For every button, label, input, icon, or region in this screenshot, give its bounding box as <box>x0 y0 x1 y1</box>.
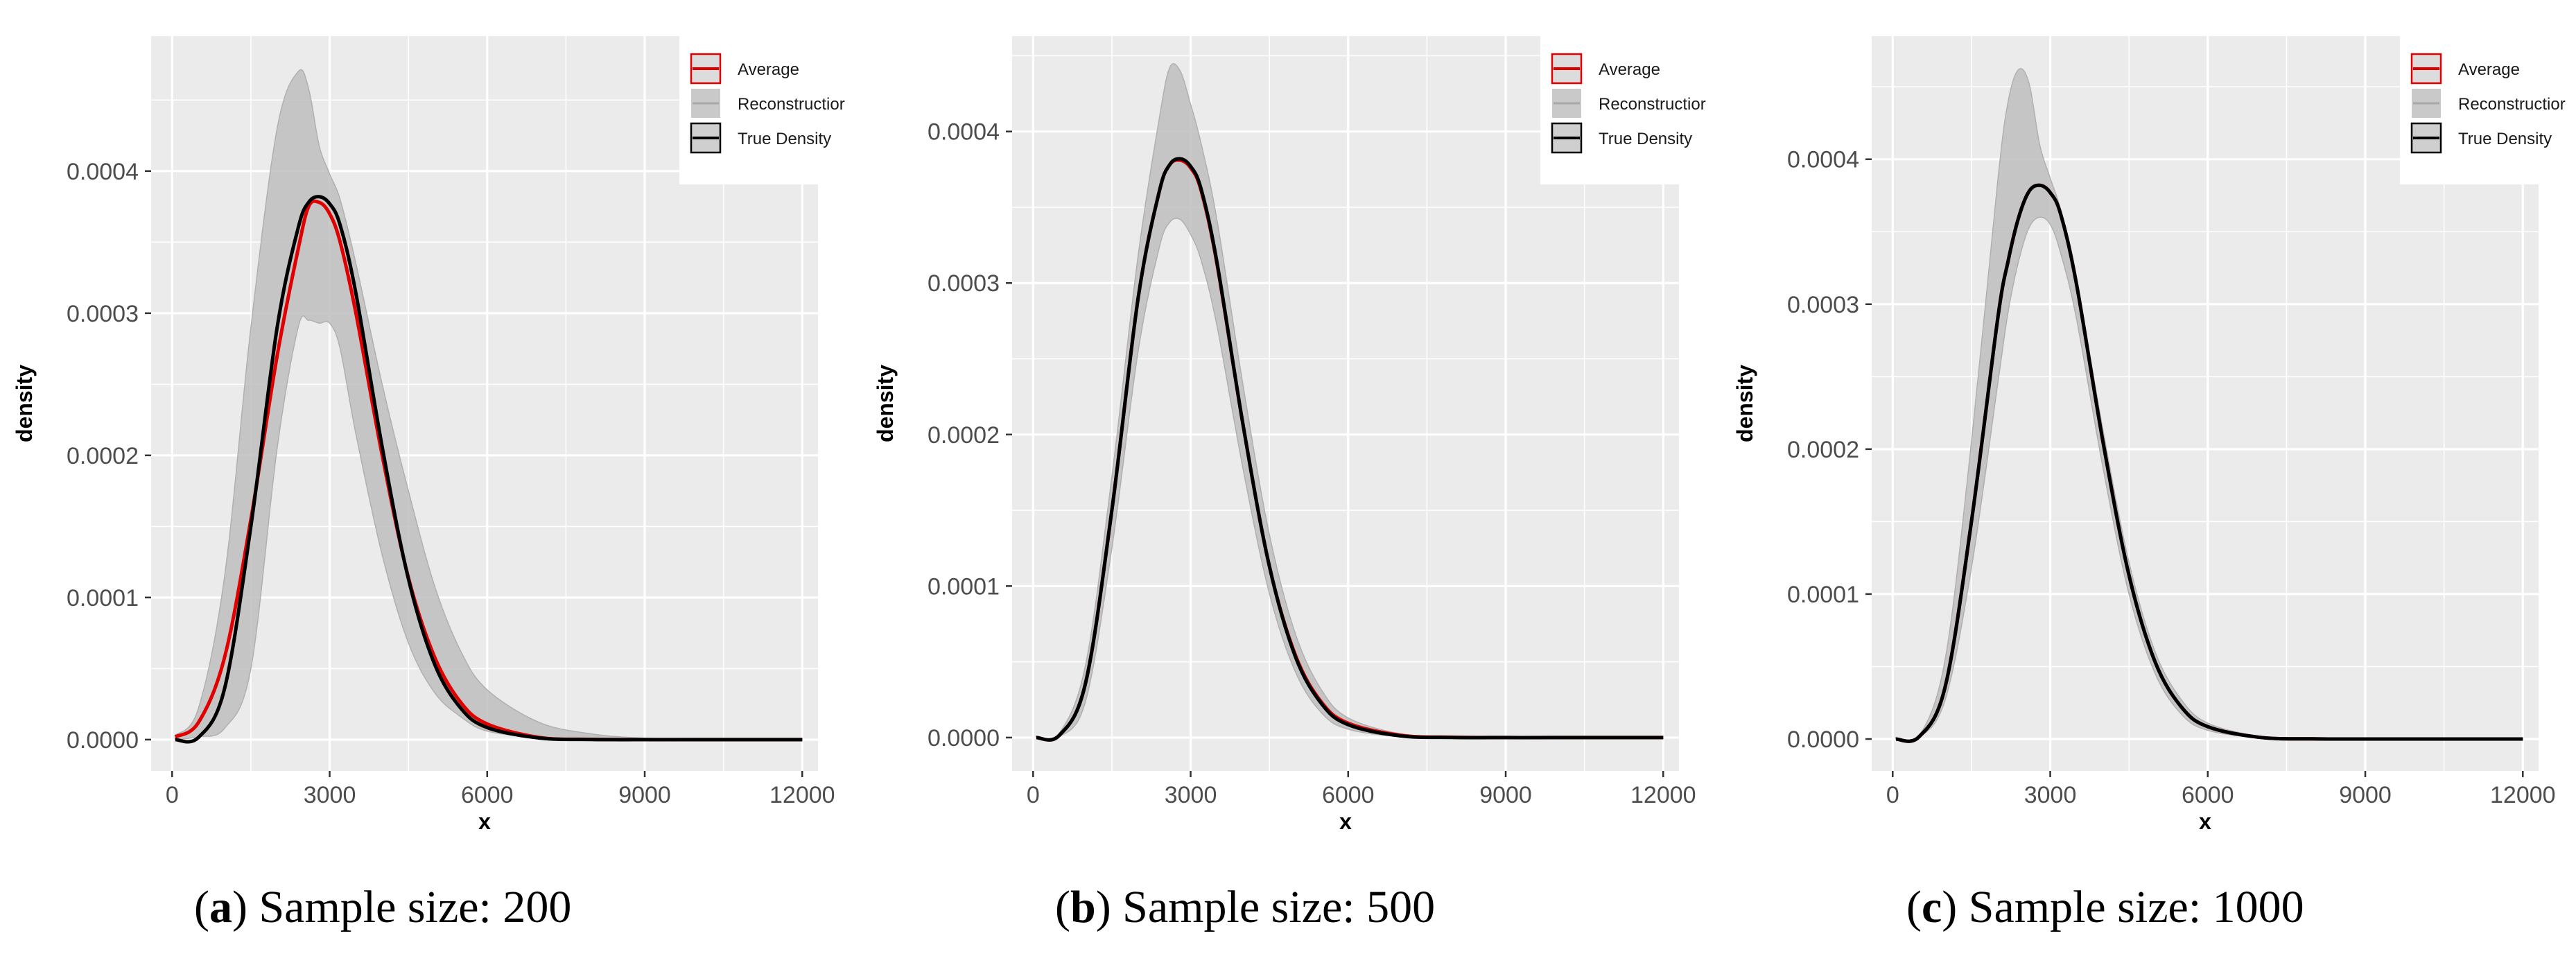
y-tick-label: 0.0001 <box>1787 582 1859 608</box>
x-tick-label: 12000 <box>769 782 835 808</box>
caption-open-paren: ( <box>1055 882 1070 932</box>
caption-letter: c <box>1922 882 1942 932</box>
y-tick-label: 0.0003 <box>1787 292 1859 318</box>
caption-letter: b <box>1070 882 1096 932</box>
x-tick-label: 12000 <box>1630 782 1696 808</box>
legend-label: Average <box>2458 60 2520 79</box>
legend-key-band <box>1552 89 1581 118</box>
y-tick-label: 0.0001 <box>67 585 139 611</box>
legend-key-average <box>1551 53 1583 85</box>
y-tick-label: 0.0003 <box>928 270 1000 297</box>
true-density-line <box>175 195 803 744</box>
legend-key-average <box>2410 53 2442 85</box>
legend: Average Reconstructior True Density <box>679 36 857 184</box>
x-tick-label: 12000 <box>2490 782 2556 808</box>
y-tick-label: 0.0001 <box>928 573 1000 600</box>
x-tick-label: 9000 <box>1479 782 1532 808</box>
caption-text: ) Sample size: 500 <box>1096 882 1435 932</box>
caption-open-paren: ( <box>1906 882 1922 932</box>
y-tick-label: 0.0000 <box>928 725 1000 751</box>
caption-letter: a <box>209 882 232 932</box>
legend: Average Reconstructior True Density <box>2400 36 2576 184</box>
x-tick-label: 3000 <box>2024 782 2077 808</box>
y-tick-label: 0.0002 <box>1787 437 1859 463</box>
legend-label: True Density <box>1599 130 1692 148</box>
legend-key-band <box>691 89 720 118</box>
legend-label: True Density <box>2458 130 2552 148</box>
chart-panel-a: 0 3000 6000 9000 12000 0.0000 0.0001 0.0002 0.00… <box>12 36 857 932</box>
legend-key-average <box>690 53 722 85</box>
subfigure-caption: (a) Sample size: 200 <box>194 882 571 932</box>
y-tick-label: 0.0004 <box>67 159 139 185</box>
legend-key-true <box>690 122 722 154</box>
chart-panel-b: 0 3000 6000 9000 12000 0.0000 0.0001 0.0002 0.00… <box>873 36 1718 932</box>
y-tick-label: 0.0002 <box>67 443 139 469</box>
subfigure-caption: (b) Sample size: 500 <box>1055 882 1435 932</box>
y-tick-label: 0.0004 <box>928 119 1000 146</box>
y-axis-title: density <box>873 365 898 442</box>
x-tick-label: 3000 <box>1165 782 1217 808</box>
x-axis-title: x <box>478 809 491 834</box>
y-tick-label: 0.0000 <box>67 727 139 754</box>
x-tick-label: 6000 <box>461 782 514 808</box>
y-tick-label: 0.0002 <box>928 422 1000 449</box>
x-tick-label: 3000 <box>304 782 356 808</box>
legend-key-true <box>1551 122 1583 154</box>
legend-key-band <box>2412 89 2441 118</box>
legend-label: Reconstructior <box>1599 95 1706 114</box>
legend: Average Reconstructior True Density <box>1540 36 1718 184</box>
y-tick-label: 0.0000 <box>1787 727 1859 753</box>
y-axis-title: density <box>1732 365 1757 442</box>
caption-text: ) Sample size: 1000 <box>1942 882 2304 932</box>
x-tick-label: 0 <box>1886 782 1899 808</box>
legend-label: Average <box>1599 60 1660 79</box>
y-tick-label: 0.0003 <box>67 301 139 327</box>
chart-panel-c: 0 3000 6000 9000 12000 0.0000 0.0001 0.0002 0.00… <box>1732 36 2576 932</box>
legend-label: Reconstructior <box>738 95 845 114</box>
caption-text: ) Sample size: 200 <box>232 882 571 932</box>
legend-label: Average <box>738 60 799 79</box>
x-tick-label: 6000 <box>2182 782 2234 808</box>
true-density-line <box>1895 183 2523 743</box>
x-tick-label: 9000 <box>618 782 671 808</box>
x-tick-label: 6000 <box>1322 782 1375 808</box>
legend-key-true <box>2410 122 2442 154</box>
subfigure-caption: (c) Sample size: 1000 <box>1906 882 2304 932</box>
true-density-line <box>1036 157 1664 742</box>
x-tick-label: 0 <box>166 782 179 808</box>
legend-label: True Density <box>738 130 831 148</box>
x-axis-title: x <box>2199 809 2211 834</box>
x-tick-label: 9000 <box>2339 782 2392 808</box>
x-tick-label: 0 <box>1027 782 1040 808</box>
y-axis-title: density <box>12 365 37 442</box>
y-tick-label: 0.0004 <box>1787 147 1859 173</box>
legend-label: Reconstructior <box>2458 95 2566 114</box>
caption-open-paren: ( <box>194 882 209 932</box>
x-axis-title: x <box>1339 809 1352 834</box>
